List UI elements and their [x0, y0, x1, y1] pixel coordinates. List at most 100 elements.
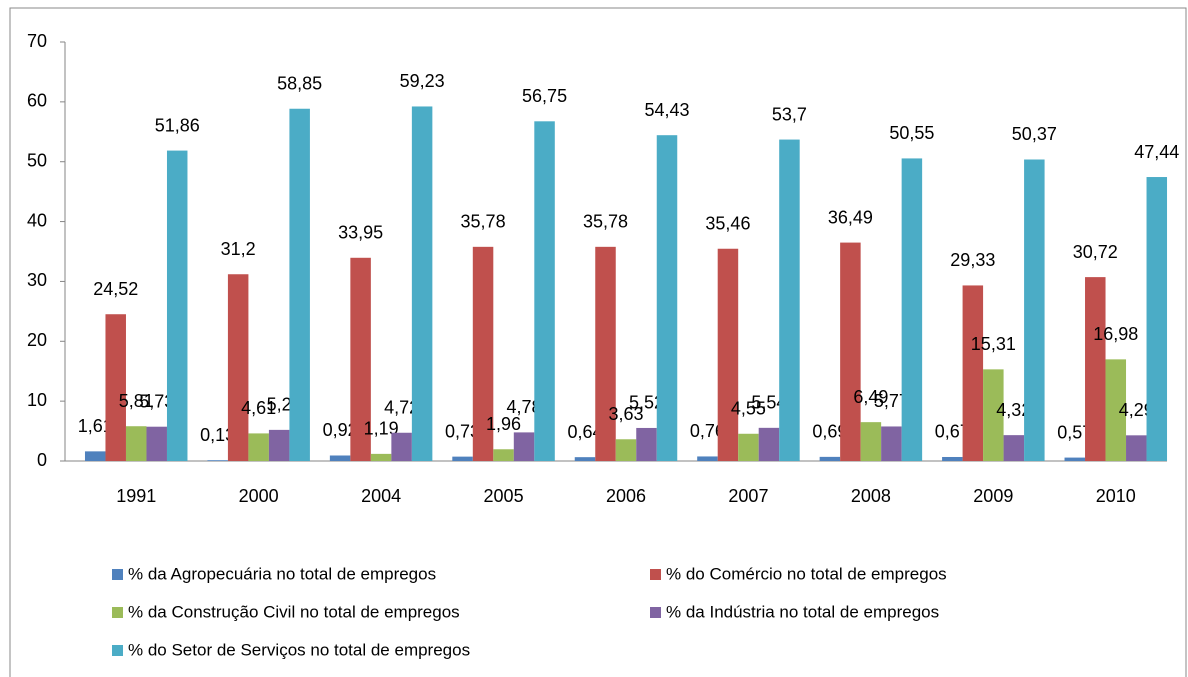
y-tick-label: 50	[27, 150, 47, 170]
bar	[983, 369, 1004, 461]
data-label: 30,72	[1073, 242, 1118, 262]
bar	[84, 451, 106, 461]
legend-label: % do Setor de Serviços no total de empre…	[128, 640, 470, 659]
bar	[595, 246, 616, 461]
legend-swatch	[650, 607, 661, 618]
legend-swatch	[112, 569, 123, 580]
bar	[227, 274, 249, 461]
data-label: 50,37	[1012, 124, 1057, 144]
legend-swatch	[112, 645, 123, 656]
data-label: 58,85	[277, 73, 322, 93]
bar	[779, 139, 800, 461]
x-tick-label: 2005	[484, 486, 524, 506]
bar	[1085, 277, 1106, 461]
bar	[452, 456, 473, 461]
bar	[1064, 457, 1086, 461]
bar	[574, 457, 596, 461]
data-label: 0,73	[445, 421, 480, 441]
bar	[840, 242, 861, 461]
bar	[370, 453, 392, 461]
bar	[268, 429, 290, 461]
bar	[1105, 359, 1127, 461]
data-label: 16,98	[1093, 324, 1138, 344]
bar	[738, 433, 759, 461]
bar	[962, 285, 984, 461]
data-label: 1,19	[364, 419, 399, 439]
data-label: 47,44	[1134, 142, 1179, 162]
data-label: 1,61	[78, 416, 113, 436]
legend-label: % da Construção Civil no total de empreg…	[128, 602, 460, 621]
x-tick-label: 2007	[728, 486, 768, 506]
data-label: 51,86	[155, 115, 200, 135]
data-label: 56,75	[522, 86, 567, 106]
y-tick-label: 40	[27, 210, 47, 230]
data-label: 5,2	[267, 395, 292, 415]
bar	[125, 426, 147, 461]
chart-frame	[9, 7, 1187, 677]
bar	[289, 108, 310, 461]
y-tick-label: 70	[27, 31, 47, 51]
bar	[901, 158, 923, 461]
data-label: 5,77	[874, 391, 909, 411]
legend-swatch	[112, 607, 123, 618]
data-label: 29,33	[950, 250, 995, 270]
data-label: 33,95	[338, 223, 383, 243]
bar	[758, 427, 780, 461]
bar	[697, 456, 718, 461]
legend-swatch	[650, 569, 661, 580]
data-label: 0,67	[935, 422, 970, 442]
data-label: 4,72	[384, 397, 419, 417]
bar	[248, 433, 269, 461]
bar	[1024, 159, 1045, 461]
bar	[1003, 435, 1025, 461]
data-label: 0,69	[812, 422, 847, 442]
data-label: 3,63	[608, 404, 643, 424]
x-tick-label: 2010	[1096, 486, 1136, 506]
bar	[472, 246, 494, 461]
bar	[493, 449, 514, 461]
data-label: 35,78	[461, 212, 506, 232]
bar	[146, 426, 167, 461]
data-label: 15,31	[971, 334, 1016, 354]
bar	[207, 460, 228, 461]
x-tick-label: 2000	[239, 486, 279, 506]
data-label: 4,29	[1119, 400, 1154, 420]
data-label: 4,55	[731, 399, 766, 419]
y-tick-label: 20	[27, 330, 47, 350]
data-label: 0,76	[690, 421, 725, 441]
data-label: 4,78	[507, 397, 542, 417]
bar	[717, 248, 739, 461]
data-label: 5,73	[139, 391, 174, 411]
data-label: 35,46	[705, 213, 750, 233]
x-tick-label: 1991	[116, 486, 156, 506]
data-label: 5,52	[629, 393, 664, 413]
bar	[656, 135, 678, 461]
data-label: 53,7	[772, 104, 807, 124]
y-tick-label: 10	[27, 390, 47, 410]
x-tick-label: 2006	[606, 486, 646, 506]
y-tick-label: 0	[37, 450, 47, 470]
data-label: 5,54	[751, 393, 786, 413]
bar	[636, 427, 657, 461]
bar	[819, 456, 841, 461]
bar	[615, 439, 637, 461]
bar	[105, 314, 126, 461]
bar	[881, 426, 902, 461]
data-label: 0,64	[567, 422, 602, 442]
legend-label: % da Indústria no total de empregos	[666, 602, 939, 621]
data-label: 4,61	[241, 398, 276, 418]
data-label: 31,2	[221, 239, 256, 259]
data-label: 59,23	[400, 71, 445, 91]
bar	[513, 432, 535, 461]
bar	[1126, 435, 1147, 461]
x-tick-label: 2004	[361, 486, 401, 506]
bar	[166, 150, 188, 461]
data-label: 36,49	[828, 207, 873, 227]
data-label: 35,78	[583, 212, 628, 232]
bar	[411, 106, 433, 462]
x-tick-label: 2009	[973, 486, 1013, 506]
y-tick-label: 30	[27, 270, 47, 290]
data-label: 4,32	[996, 400, 1031, 420]
data-label: 54,43	[644, 100, 689, 120]
